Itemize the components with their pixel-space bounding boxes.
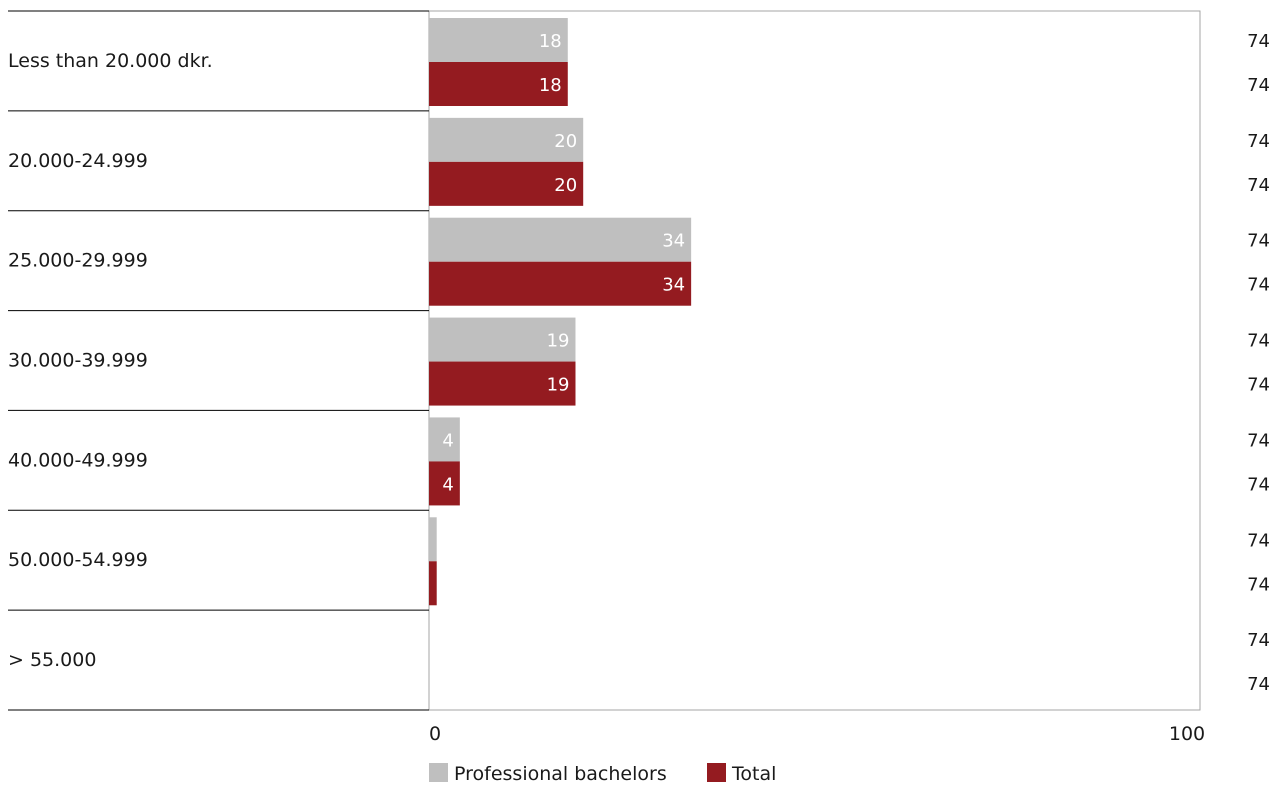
bars (429, 18, 692, 606)
bar-total (429, 62, 568, 106)
data-label: 18 (539, 31, 562, 52)
data-label: 19 (547, 331, 570, 352)
n-label: 74 (1247, 75, 1270, 96)
n-label: 74 (1247, 430, 1270, 451)
data-label: 34 (662, 231, 685, 252)
n-label: 74 (1247, 31, 1270, 52)
bar-total (429, 461, 460, 506)
n-label: 74 (1247, 474, 1270, 495)
bar-professional-bachelors (429, 117, 584, 162)
category-label: > 55.000 (8, 649, 96, 671)
data-label: 4 (442, 474, 453, 495)
category-label: 40.000-49.999 (8, 449, 148, 471)
legend-label-professional-bachelors: Professional bachelors (454, 763, 667, 785)
bar-professional-bachelors (429, 417, 460, 462)
data-labels: 18 18 20 20 34 34 19 19 4 4 (442, 31, 685, 495)
category-label: 20.000-24.999 (8, 150, 148, 172)
n-label: 74 (1247, 630, 1270, 651)
n-label: 74 (1247, 574, 1270, 595)
x-tick-label: 0 (429, 723, 441, 745)
data-label: 4 (442, 430, 453, 451)
category-label: 50.000-54.999 (8, 549, 148, 571)
legend-swatch-total (707, 763, 726, 782)
n-label: 74 (1247, 231, 1270, 252)
bar-total (429, 361, 576, 406)
data-label: 20 (554, 175, 577, 196)
data-label: 18 (539, 75, 562, 96)
n-labels: 74 74 74 74 74 74 74 74 74 74 74 74 74 74 (1247, 31, 1270, 695)
category-label: 25.000-29.999 (8, 250, 148, 272)
x-axis-ticks: 0 100 (429, 723, 1205, 745)
legend-swatch-professional-bachelors (429, 763, 448, 782)
data-label: 19 (547, 375, 570, 396)
legend-label-total: Total (731, 763, 776, 785)
bar-total (429, 161, 584, 206)
data-label: 20 (554, 131, 577, 152)
n-label: 74 (1247, 275, 1270, 296)
category-label: Less than 20.000 dkr. (8, 50, 213, 72)
row-separators (8, 10, 429, 711)
legend: Professional bachelors Total (429, 763, 776, 785)
category-labels: Less than 20.000 dkr. 20.000-24.999 25.000… (8, 50, 213, 671)
n-label: 74 (1247, 375, 1270, 396)
category-label: 30.000-39.999 (8, 350, 148, 372)
bar-total (429, 561, 437, 606)
bar-total (429, 261, 692, 306)
bar-professional-bachelors (429, 18, 568, 62)
n-label: 74 (1247, 674, 1270, 695)
bar-professional-bachelors (429, 317, 576, 362)
n-label: 74 (1247, 331, 1270, 352)
n-label: 74 (1247, 530, 1270, 551)
n-label: 74 (1247, 131, 1270, 152)
x-tick-label: 100 (1169, 723, 1205, 745)
bar-professional-bachelors (429, 217, 692, 262)
bar-professional-bachelors (429, 517, 437, 562)
n-label: 74 (1247, 175, 1270, 196)
data-label: 34 (662, 275, 685, 296)
